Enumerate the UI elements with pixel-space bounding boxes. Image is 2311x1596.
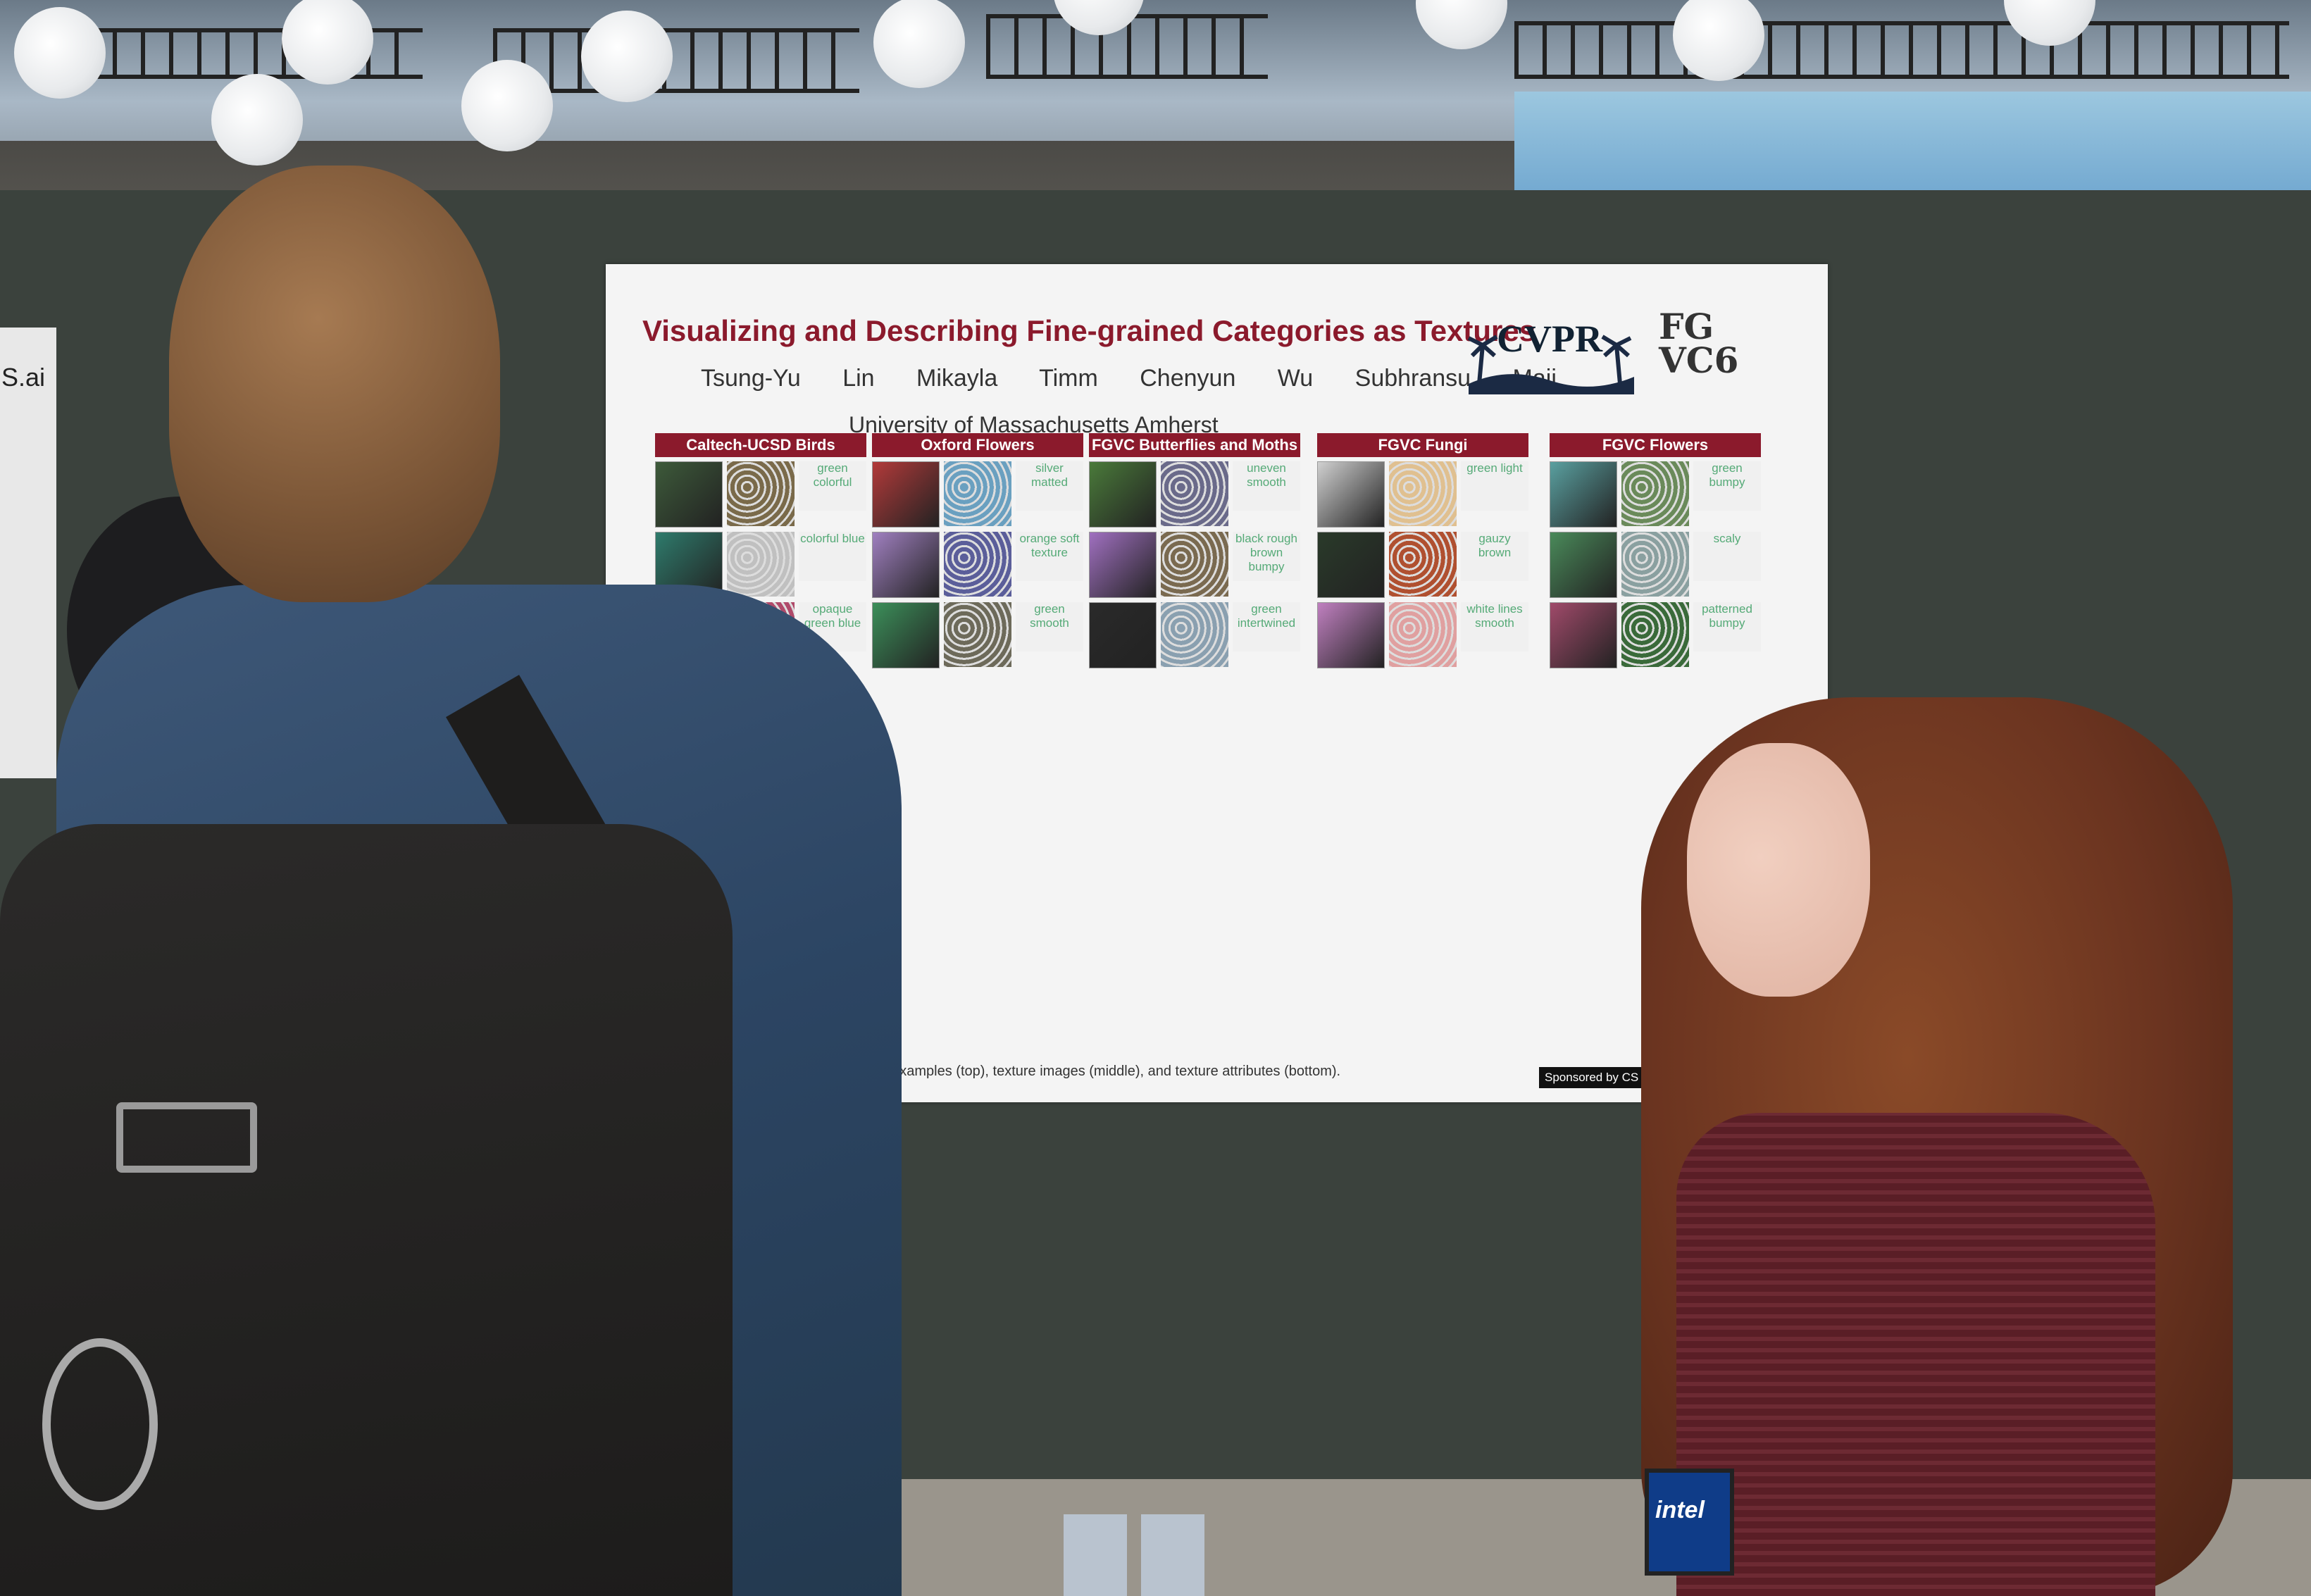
name-badge: [1645, 1469, 1734, 1576]
texture-attribute-words: green light: [1461, 461, 1528, 511]
badge-logo-text: intel: [1655, 1497, 1705, 1523]
backpack-clip: [42, 1338, 158, 1510]
hanging-lamp: [282, 0, 373, 85]
training-example-image: [1089, 461, 1157, 528]
poster-caption: training examples (top), texture images …: [842, 1064, 1341, 1079]
hanging-lamp: [873, 0, 965, 88]
texture-image: [1389, 532, 1457, 597]
texture-attribute-words: colorful blue: [799, 532, 866, 581]
texture-attribute-words: green bumpy: [1693, 461, 1761, 511]
ceiling-truss: [493, 28, 859, 93]
training-example-image: [872, 532, 940, 598]
poster-column-header: FGVC Flowers: [1550, 433, 1761, 457]
texture-attribute-words: scaly: [1693, 532, 1761, 581]
texture-attribute-words: uneven smooth: [1233, 461, 1300, 511]
texture-image: [1389, 602, 1457, 667]
backpack-buckle: [116, 1102, 257, 1173]
texture-attribute-words: white lines smooth: [1461, 602, 1528, 652]
texture-image: [727, 532, 795, 597]
texture-attribute-words: silver matted: [1016, 461, 1083, 511]
training-example-image: [1550, 461, 1617, 528]
texture-image: [944, 532, 1011, 597]
texture-attribute-words: orange soft texture: [1016, 532, 1083, 581]
texture-image: [1621, 461, 1689, 526]
poster-image-grid: green bumpy scaly patterned bumpy: [1550, 461, 1761, 668]
man-head: [169, 166, 500, 602]
training-example-image: [1317, 461, 1385, 528]
poster-image-grid: green light gauzy brown white lines smooth: [1317, 461, 1528, 668]
texture-attribute-words: green smooth: [1016, 602, 1083, 652]
texture-image: [1621, 532, 1689, 597]
texture-image: [944, 461, 1011, 526]
poster-column-header: Oxford Flowers: [872, 433, 1083, 457]
training-example-image: [1550, 532, 1617, 598]
cvpr-logo-text: CVPR: [1497, 318, 1602, 360]
woman-face: [1687, 743, 1870, 997]
fgvc-logo-text: FG VC6: [1659, 306, 1739, 381]
training-example-image: [655, 461, 723, 528]
poster-image-grid: uneven smooth black rough brown bumpy gree…: [1089, 461, 1300, 668]
neighbor-poster-text: S.ai: [1, 363, 46, 392]
poster-column-header: FGVC Fungi: [1317, 433, 1528, 457]
poster-title: Visualizing and Describing Fine-grained …: [642, 314, 1536, 347]
texture-image: [1389, 461, 1457, 526]
training-example-image: [1089, 532, 1157, 598]
ceiling-truss: [1514, 21, 2289, 79]
poster-authors: Tsung-Yu Lin Mikayla Timm Chenyun Wu Sub…: [701, 365, 1557, 392]
training-example-image: [1550, 602, 1617, 668]
hanging-lamp: [1673, 0, 1764, 81]
texture-image: [944, 602, 1011, 667]
texture-image: [1161, 602, 1228, 667]
texture-attribute-words: patterned bumpy: [1693, 602, 1761, 652]
hanging-lamp: [211, 74, 303, 166]
training-example-image: [1317, 532, 1385, 598]
texture-attribute-words: green intertwined: [1233, 602, 1300, 652]
texture-attribute-words: green colorful: [799, 461, 866, 511]
poster-column-header: Caltech-UCSD Birds: [655, 433, 866, 457]
texture-image: [1161, 461, 1228, 526]
texture-attribute-words: black rough brown bumpy: [1233, 532, 1300, 581]
poster-image-grid: silver matted orange soft texture green sm…: [872, 461, 1083, 668]
background-legs: [1064, 1514, 1204, 1596]
blue-banner: [1514, 92, 2311, 204]
texture-image: [727, 461, 795, 526]
hanging-lamp: [581, 11, 673, 102]
woman-striped-shirt: [1676, 1113, 2155, 1596]
poster-column-header: FGVC Butterflies and Moths: [1089, 433, 1300, 457]
texture-image: [1621, 602, 1689, 667]
hanging-lamp: [14, 7, 106, 99]
neighbor-poster: [0, 328, 56, 778]
training-example-image: [1089, 602, 1157, 668]
training-example-image: [872, 461, 940, 528]
cvpr-logo: [1467, 335, 1634, 394]
training-example-image: [872, 602, 940, 668]
texture-attribute-words: gauzy brown: [1461, 532, 1528, 581]
training-example-image: [1317, 602, 1385, 668]
texture-image: [1161, 532, 1228, 597]
hanging-lamp: [461, 60, 553, 151]
